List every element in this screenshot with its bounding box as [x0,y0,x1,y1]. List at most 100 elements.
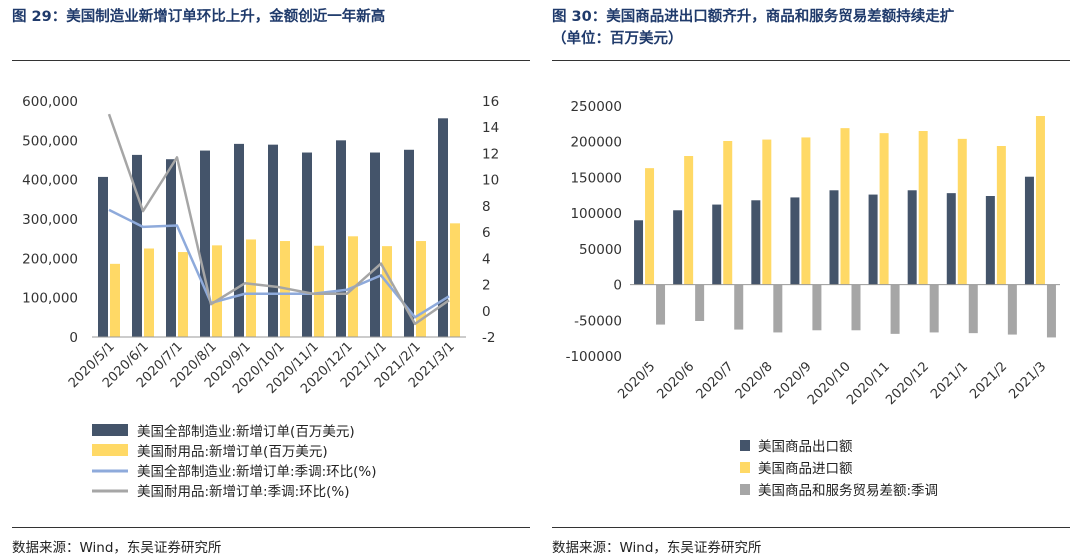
x-tick-label: 2021/1 [928,359,971,402]
title-rule [12,60,530,61]
y-left-tick-label: 600,000 [22,94,78,110]
legend-label: 美国全部制造业:新增订单(百万美元) [137,423,355,440]
bar-manufacturing-orders [438,118,448,337]
bar-imports [684,156,694,285]
bar-exports [907,190,917,285]
bar-durable-orders [450,223,460,337]
y-right-tick-label: 4 [482,251,491,267]
bar-trade-balance [695,284,705,321]
chart-left: 0 100,000 200,000 300,000 400,000 500,000 600,… [22,94,499,500]
x-tick-label: 2020/12 [883,359,932,408]
line-durable-mom [107,113,450,326]
bar-durable-orders [246,239,256,337]
figure-title: 图 29：美国制造业新增订单环比上升，金额创近一年新高 [12,9,386,25]
bar-imports [801,137,811,285]
bar-durable-orders [110,263,120,337]
legend-swatch [740,440,750,451]
bar-imports [723,141,733,285]
y-tick-label: 0 [613,278,622,294]
y-right-tick-label: 14 [482,120,499,136]
bar-imports [1035,116,1045,285]
legend-swatch [740,462,750,473]
legend-label: 美国商品和服务贸易差额:季调 [758,483,938,499]
bar-durable-orders [382,246,392,337]
bar-trade-balance [1007,284,1017,335]
source-note: 数据来源：Wind，东吴证券研究所 [552,540,762,556]
bar-trade-balance [773,284,783,333]
y-right-tick-label: 12 [482,146,499,162]
title-rule [552,60,1070,61]
y-right-tick-label: 6 [482,225,491,241]
figure-title: 图 30：美国商品进出口额齐升，商品和服务贸易差额持续走扩 （单位：百万美元） [552,6,1067,50]
y-right-tick-label: 10 [482,173,499,189]
bar-imports [840,128,850,285]
y-right-tick-label: 2 [482,278,491,294]
bar-imports [996,146,1006,285]
source-rule [552,527,1070,528]
bar-exports [946,193,956,285]
x-tick-label: 2020/5 [615,359,658,402]
figure-title-unit: （单位：百万美元） [552,31,683,47]
bar-imports [918,131,928,285]
bar-trade-balance [929,284,939,333]
x-tick-label: 2020/7 [694,359,737,402]
y-tick-label: 150000 [570,170,622,186]
legend-swatch [92,424,128,436]
panel-right: 图 30：美国商品进出口额齐升，商品和服务贸易差额持续走扩 （单位：百万美元） … [540,0,1080,556]
y-tick-label: 200000 [570,135,622,151]
bar-trade-balance [968,284,978,334]
legend-label: 美国商品进口额 [758,461,853,477]
bar-trade-balance [851,284,861,331]
y-tick-label: -100000 [566,349,622,365]
bar-manufacturing-orders [98,176,108,337]
bar-imports [762,139,772,285]
y-left-tick-label: 0 [69,330,78,346]
legend-swatch [740,484,750,495]
bar-manufacturing-orders [234,143,244,337]
bar-trade-balance [890,284,900,334]
bar-exports [985,196,995,285]
bar-exports [829,190,839,285]
legend-label: 美国耐用品:新增订单:季调:环比(%) [137,484,350,500]
x-tick-label: 2021/3 [1006,359,1049,402]
y-left-tick-label: 400,000 [22,173,78,189]
x-tick-label: 2020/6 [655,359,698,402]
y-left-tick-label: 100,000 [22,291,78,307]
panel-left: 图 29：美国制造业新增订单环比上升，金额创近一年新高 0 100,000 200,… [12,9,530,556]
bar-durable-orders [416,241,426,337]
bar-manufacturing-orders [132,154,142,337]
source-rule [12,527,530,528]
bar-exports [1024,176,1034,285]
y-left-tick-label: 300,000 [22,212,78,228]
x-tick-label: 2021/2 [967,359,1010,402]
y-left-tick-label: 500,000 [22,133,78,149]
bar-trade-balance [656,284,666,325]
bar-exports [712,204,722,285]
legend-swatch [92,444,128,456]
bar-trade-balance [812,284,822,331]
bar-imports [957,138,967,285]
line-manufacturing-mom [108,208,450,319]
y-right-tick-label: 16 [482,94,499,110]
figure-title-main: 图 30：美国商品进出口额齐升，商品和服务贸易差额持续走扩 [552,9,955,25]
bar-manufacturing-orders [166,159,176,337]
legend-label: 美国商品出口额 [758,439,853,455]
bar-manufacturing-orders [370,152,380,337]
source-note: 数据来源：Wind，东吴证券研究所 [12,540,222,556]
bar-manufacturing-orders [336,140,346,337]
bar-exports [634,220,644,285]
y-tick-label: -50000 [574,313,622,329]
y-right-tick-label: 8 [482,199,491,215]
y-tick-label: 50000 [579,242,622,258]
bar-durable-orders [314,245,324,337]
y-right-tick-label: -2 [482,330,495,346]
bar-trade-balance [734,284,744,330]
bar-durable-orders [144,248,154,337]
bar-exports [868,194,878,285]
y-tick-label: 250000 [570,99,622,115]
y-tick-label: 100000 [570,206,622,222]
y-right-tick-label: 0 [482,304,491,320]
bar-manufacturing-orders [302,152,312,337]
bar-exports [790,197,800,285]
bar-exports [673,210,683,285]
